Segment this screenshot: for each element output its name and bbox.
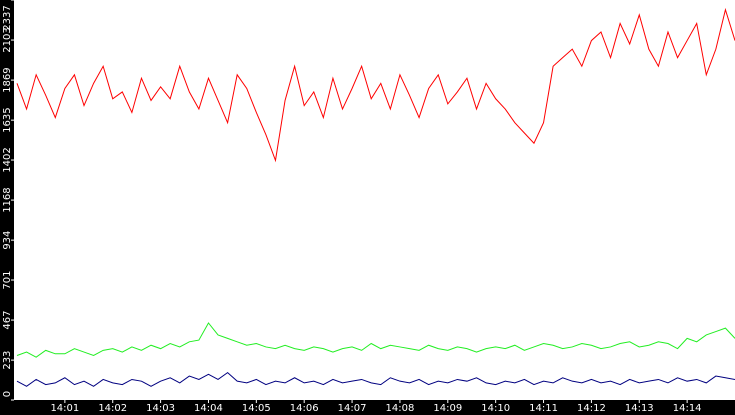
y-tick-label: 0	[2, 391, 13, 397]
x-tick-label: 14:09	[433, 403, 462, 414]
x-tick-label: 14:03	[146, 403, 175, 414]
y-axis-band	[0, 0, 14, 415]
x-tick-label: 14:04	[194, 403, 223, 414]
x-tick-label: 14:07	[338, 403, 367, 414]
x-tick-label: 14:13	[625, 403, 654, 414]
y-tick-label: 1402	[2, 147, 13, 172]
y-tick-label: 1168	[2, 187, 13, 212]
series-line	[16, 7, 735, 163]
x-tick-label: 14:11	[529, 403, 558, 414]
x-tick-label: 14:05	[242, 403, 271, 414]
y-tick-label: 934	[2, 231, 13, 250]
y-tick-label: 2337	[2, 5, 13, 30]
x-tick-label: 14:02	[98, 403, 127, 414]
x-tick-label: 14:08	[386, 403, 415, 414]
y-tick-label: 701	[2, 270, 13, 289]
x-tick-label: 14:01	[50, 403, 79, 414]
y-tick-label: 467	[2, 311, 13, 330]
x-tick-label: 14:12	[577, 403, 606, 414]
x-tick-label: 14:06	[290, 403, 319, 414]
series-line	[16, 371, 735, 387]
series-line	[16, 322, 735, 358]
y-tick-label: 1869	[2, 67, 13, 92]
x-tick-label: 14:14	[673, 403, 702, 414]
x-tick-label: 14:10	[481, 403, 510, 414]
y-tick-label: 2103	[2, 27, 13, 52]
y-tick-label: 1635	[2, 107, 13, 132]
x-axis-band	[0, 400, 735, 415]
y-tick-label: 233	[2, 351, 13, 370]
